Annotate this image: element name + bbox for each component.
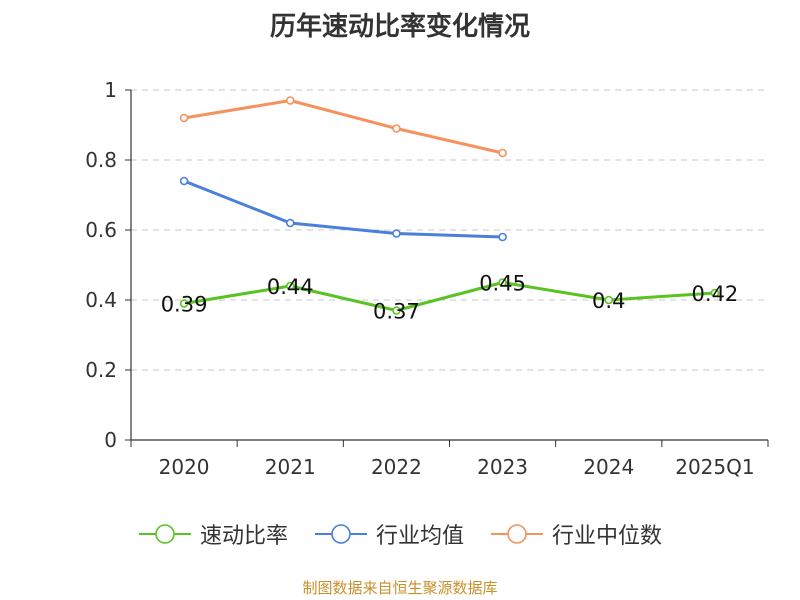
data-point <box>498 148 507 158</box>
legend-item[interactable]: 行业均值 <box>314 518 464 550</box>
data-point <box>179 299 189 308</box>
legend-label: 行业中位数 <box>552 524 663 549</box>
legend-item[interactable]: 速动比率 <box>138 518 288 550</box>
data-point <box>285 281 295 291</box>
x-tick-label: 2025Q1 <box>675 455 754 479</box>
legend-label: 行业均值 <box>375 524 464 549</box>
legend-item[interactable]: 行业中位数 <box>490 518 662 550</box>
series-line <box>183 179 503 239</box>
series-layer <box>179 96 720 315</box>
data-label: 0.45 <box>479 272 526 296</box>
data-point <box>285 96 295 105</box>
axes: 0 0.2 0.4 0.6 0.8 1 2020 2021 2022 2023 2024 2025Q1 <box>85 78 769 479</box>
legend-marker-icon <box>491 524 543 544</box>
data-point <box>392 229 401 238</box>
data-point <box>710 288 720 298</box>
x-tick-label: 2022 <box>371 455 422 479</box>
x-tick-label: 2023 <box>477 455 528 479</box>
data-point <box>285 218 295 228</box>
y-tick-label: 0.2 <box>85 358 117 382</box>
data-label: 0.4 <box>592 289 625 313</box>
grid-lines <box>131 89 768 371</box>
series-line <box>183 99 503 155</box>
x-tick-label: 2021 <box>265 455 316 479</box>
legend-marker-icon <box>314 524 367 544</box>
data-label: 0.37 <box>373 300 420 324</box>
legend: 速动比率 行业均值 行业中位数 <box>0 518 800 550</box>
legend-label: 速动比率 <box>199 524 288 549</box>
data-label: 0.39 <box>161 293 208 317</box>
chart-title: 历年速动比率变化情况 <box>269 12 530 42</box>
y-tick-label: 0 <box>104 428 117 452</box>
data-labels: 0.39 0.44 0.37 0.45 0.4 0.42 <box>161 272 739 324</box>
x-tick-label: 2024 <box>583 455 634 479</box>
x-tick-label: 2020 <box>159 455 210 479</box>
y-tick-label: 0.4 <box>85 288 117 312</box>
legend-marker-icon <box>138 524 191 544</box>
source-note: 制图数据来自恒生聚源数据库 <box>302 579 498 597</box>
y-tick-label: 0.8 <box>85 148 117 172</box>
data-point <box>604 295 614 305</box>
data-point <box>498 232 507 242</box>
data-point <box>179 113 189 123</box>
data-point <box>392 306 401 315</box>
data-point <box>498 278 507 287</box>
y-tick-label: 0.6 <box>85 218 117 242</box>
y-tick-label: 1 <box>104 78 117 102</box>
series-line <box>183 281 716 312</box>
data-label: 0.44 <box>267 275 314 299</box>
data-label: 0.42 <box>692 282 739 306</box>
data-point <box>392 124 401 133</box>
data-point <box>179 176 189 186</box>
